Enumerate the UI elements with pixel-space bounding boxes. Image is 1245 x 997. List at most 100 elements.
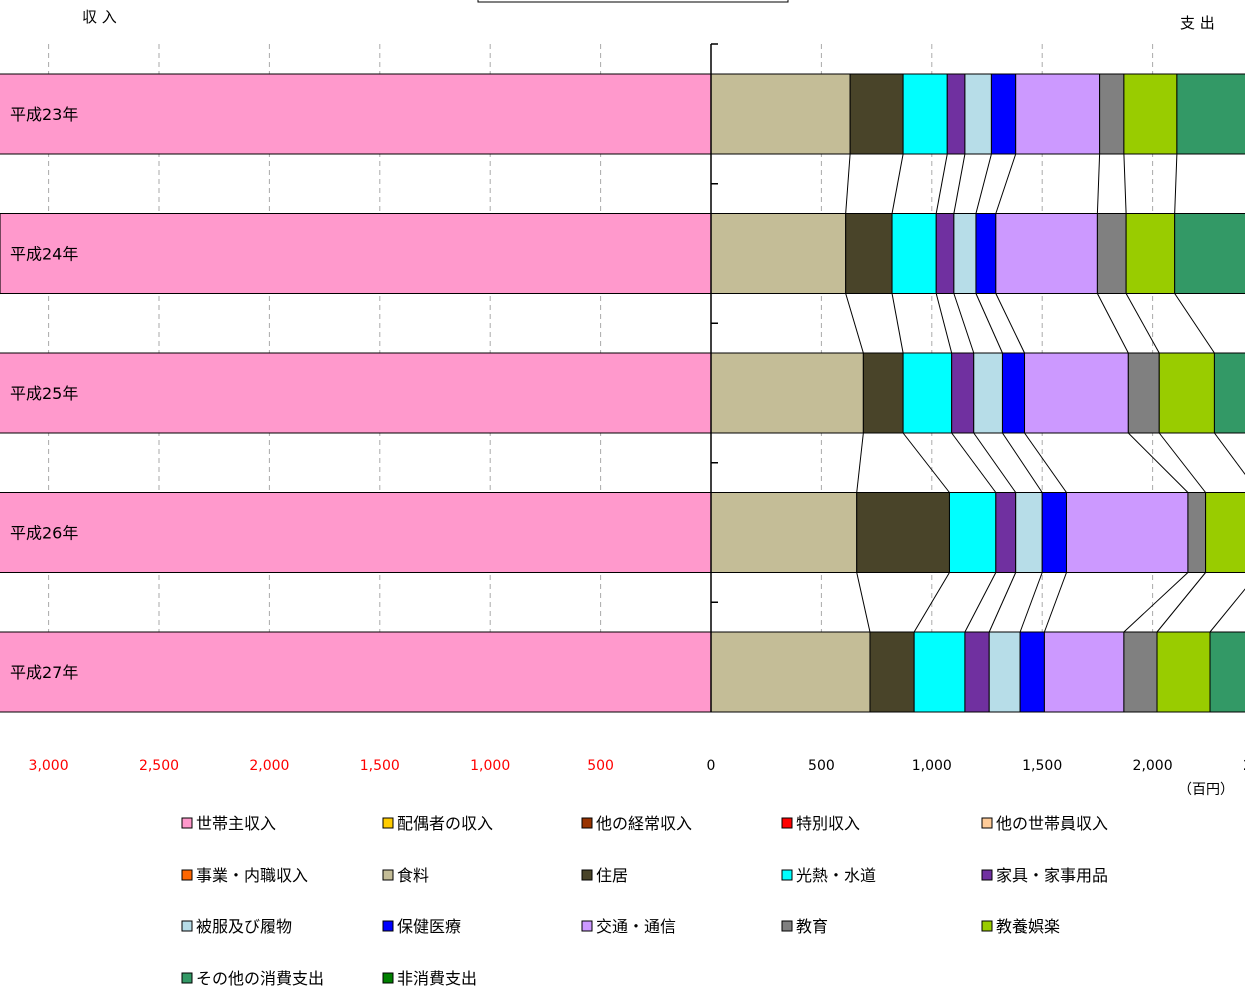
x-tick-label: 2,500 <box>139 758 179 774</box>
connector-line <box>856 572 871 633</box>
legend-swatch <box>382 869 394 881</box>
x-tick-label: 1,000 <box>912 758 952 774</box>
connector-line <box>1214 432 1245 476</box>
connector-line <box>1127 432 1189 493</box>
connector-line <box>935 293 953 354</box>
legend-swatch <box>181 920 193 932</box>
x-tick-label: 2,000 <box>1133 758 1173 774</box>
bar-segment <box>1096 213 1127 294</box>
bar-segment <box>995 492 1017 573</box>
bar-segment <box>1158 352 1215 434</box>
connector-line <box>975 153 992 214</box>
connector-line <box>1096 293 1129 354</box>
bar-segment <box>1209 631 1245 713</box>
connector-line <box>891 153 904 214</box>
x-tick-label: 500 <box>808 758 835 774</box>
category-label: 平成27年 <box>10 663 78 682</box>
legend-label: 住居 <box>596 866 628 885</box>
bar-segment <box>1015 73 1101 155</box>
connector-line <box>951 432 997 493</box>
connector-line <box>1158 432 1206 493</box>
bar-segment <box>710 352 864 434</box>
bar-segment <box>0 631 712 713</box>
x-tick-label: 1,000 <box>470 758 510 774</box>
connector-line <box>845 293 864 354</box>
connector-line <box>973 432 1017 493</box>
bar-segment <box>710 492 858 573</box>
bar-segment <box>862 352 904 434</box>
connector-line <box>995 153 1017 214</box>
connector-line <box>953 293 975 354</box>
bar-segment <box>1125 213 1176 294</box>
x-tick-label: 2,500 <box>1243 758 1245 774</box>
x-tick-label: 0 <box>707 758 716 774</box>
bar-segment <box>1123 73 1178 155</box>
legend-label: 保健医療 <box>397 917 461 936</box>
category-label: 平成26年 <box>10 524 78 543</box>
bar-segment <box>856 492 950 573</box>
legend-label: 交通・通信 <box>596 917 676 936</box>
bar-segment <box>1187 492 1207 573</box>
legend-swatch <box>181 869 193 881</box>
bar-segment <box>946 73 966 155</box>
bar-segment <box>988 631 1021 713</box>
bar-segment <box>0 352 712 434</box>
bar-segment <box>710 213 847 294</box>
bar-segment <box>710 73 851 155</box>
legend-label: その他の消費支出 <box>196 969 324 988</box>
connector-line <box>1043 572 1067 633</box>
bar-segment <box>1099 73 1125 155</box>
connector-line <box>975 293 1003 354</box>
bar-segment <box>1213 352 1245 434</box>
legend-swatch <box>382 920 394 932</box>
connector-line <box>953 153 966 214</box>
legend-swatch <box>781 869 793 881</box>
bar-segment <box>1024 352 1129 434</box>
legend-label: 他の世帯員収入 <box>996 814 1108 833</box>
connector-line <box>902 432 950 493</box>
legend-swatch <box>181 817 193 829</box>
legend-swatch <box>181 972 193 984</box>
unit-label: （百円） <box>1178 782 1234 798</box>
bar-segment <box>951 352 975 434</box>
bar-segment <box>964 631 990 713</box>
bar-segment <box>710 631 871 713</box>
legend-swatch <box>981 817 993 829</box>
category-label: 平成24年 <box>10 245 78 264</box>
connector-line <box>1174 153 1178 214</box>
x-tick-label: 1,500 <box>360 758 400 774</box>
connector-line <box>845 153 851 214</box>
bar-segment <box>1041 492 1067 573</box>
bar-segment <box>973 352 1003 434</box>
legend-label: 特別収入 <box>796 814 860 833</box>
connector-line <box>935 153 948 214</box>
connector-line <box>856 432 864 493</box>
legend-label: 食料 <box>397 866 429 885</box>
legend-label: 世帯主収入 <box>196 814 276 833</box>
connector-line <box>891 293 904 354</box>
connector-line <box>964 572 997 633</box>
connector-line <box>1002 432 1043 493</box>
connector-line <box>913 572 950 633</box>
bar-segment <box>990 73 1017 155</box>
legend-swatch <box>981 869 993 881</box>
bar-segment <box>1127 352 1160 434</box>
category-label: 平成23年 <box>10 105 78 124</box>
bar-segment <box>1065 492 1189 573</box>
legend-label: 被服及び履物 <box>196 917 292 936</box>
bar-segment <box>849 73 904 155</box>
legend-swatch <box>581 869 593 881</box>
left-axis-label: 収 入 <box>82 8 117 26</box>
bar-segment <box>935 213 955 294</box>
bar-segment <box>869 631 915 713</box>
bar-segment <box>1174 213 1245 294</box>
connector-line <box>1125 293 1160 354</box>
connector-line <box>1024 432 1067 493</box>
legend-label: 他の経常収入 <box>596 814 692 833</box>
bar-segment <box>0 73 712 155</box>
bar-segment <box>1123 631 1158 713</box>
bar-segment <box>1043 631 1125 713</box>
connector-line <box>1123 153 1127 214</box>
